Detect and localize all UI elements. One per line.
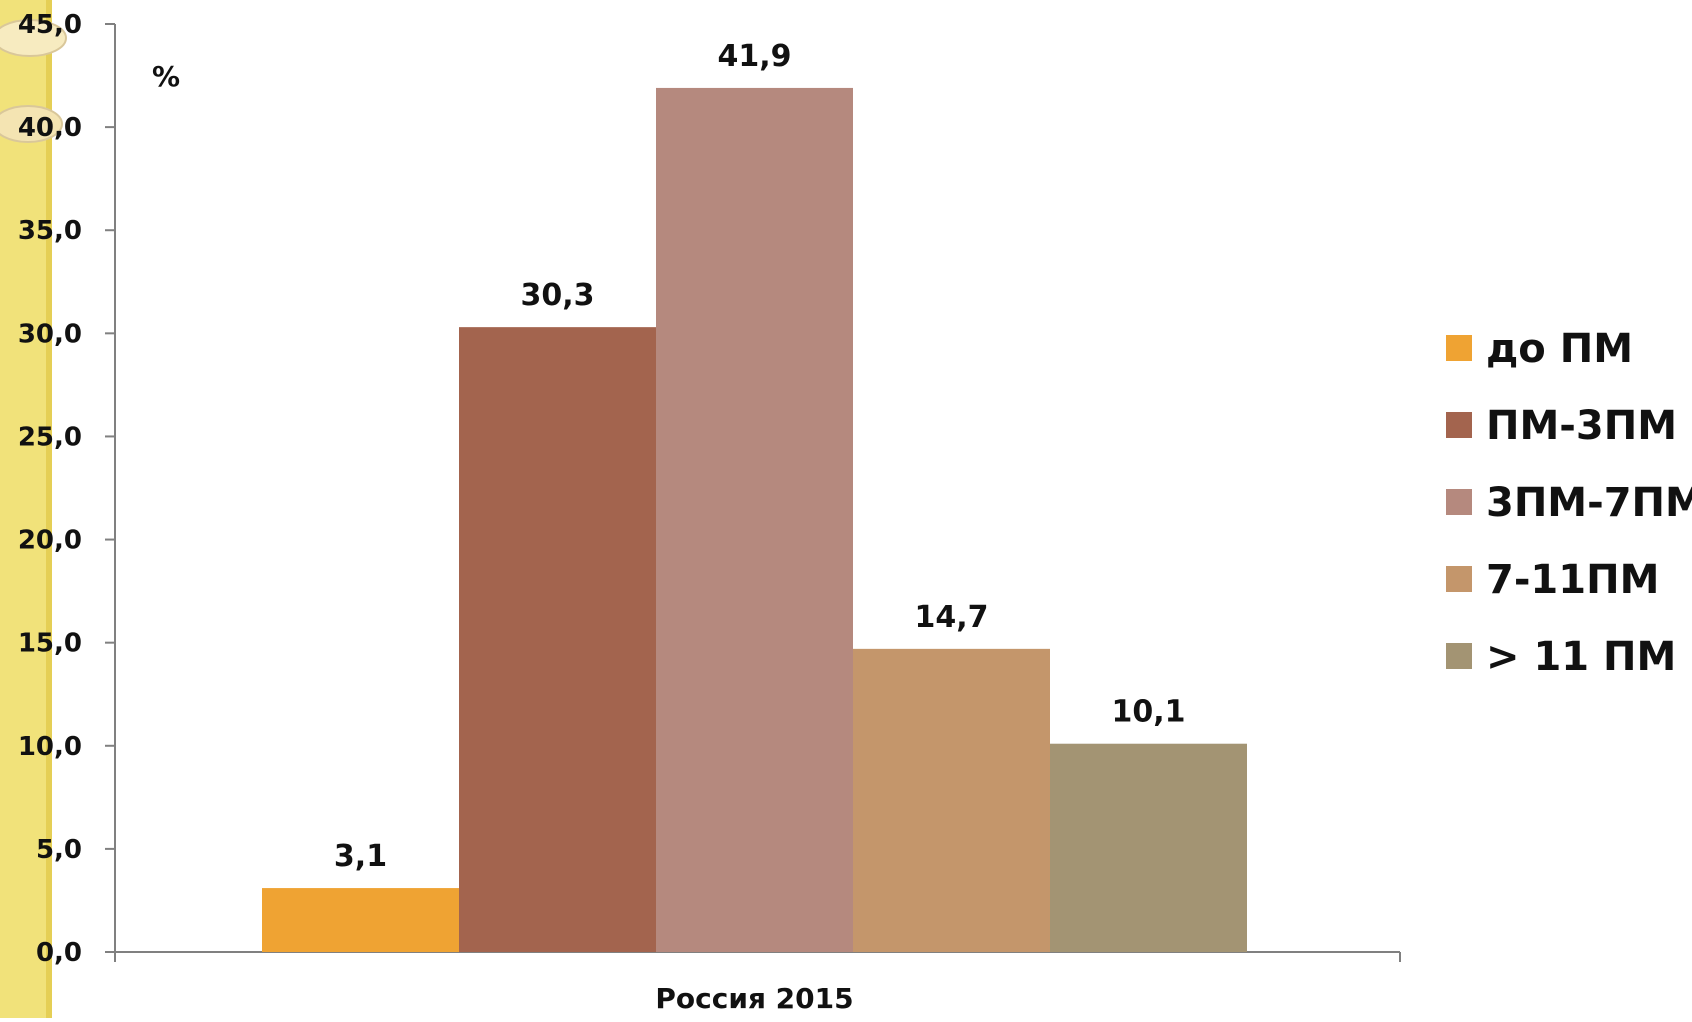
y-tick-label: 40,0: [18, 113, 82, 143]
y-tick-label: 15,0: [18, 629, 82, 659]
left-strip-edge: [46, 0, 52, 1018]
legend-swatch: [1446, 335, 1472, 361]
y-axis-label: %: [152, 60, 180, 93]
bar-value-label: 41,9: [717, 39, 791, 74]
decor-oval-second: [0, 105, 63, 143]
value-labels-group: 3,1 30,3 41,9 14,7 10,1: [334, 39, 1186, 874]
x-category-label: Россия 2015: [655, 982, 853, 1015]
y-tick-label: 45,0: [18, 10, 82, 40]
y-tick-label: 5,0: [36, 835, 82, 865]
legend-label: 7-11ПМ: [1486, 557, 1659, 603]
y-tick-label: 10,0: [18, 732, 82, 762]
y-tick-label: 0,0: [36, 938, 82, 968]
legend-label: до ПМ: [1486, 326, 1633, 372]
bar: [262, 888, 459, 952]
bar: [656, 87, 853, 952]
legend-swatch: [1446, 566, 1472, 592]
bar-value-label: 30,3: [520, 278, 594, 313]
bar: [853, 648, 1050, 952]
bar: [1050, 743, 1247, 952]
legend-label: 3ПМ-7ПМ: [1486, 480, 1692, 526]
legend: до ПМ ПМ-3ПМ 3ПМ-7ПМ 7-11ПМ > 11 ПМ: [1446, 326, 1692, 680]
left-strip: [0, 0, 52, 1018]
legend-swatch: [1446, 489, 1472, 515]
bar-value-label: 3,1: [334, 839, 387, 874]
legend-swatch: [1446, 643, 1472, 669]
y-tick-label: 35,0: [18, 216, 82, 246]
bar-value-label: 10,1: [1111, 695, 1185, 730]
decor-oval-top: [0, 19, 67, 57]
bar-value-label: 14,7: [914, 600, 988, 635]
legend-label: ПМ-3ПМ: [1486, 403, 1677, 449]
decorative-left-strip: [0, 0, 67, 1018]
y-tick-label: 20,0: [18, 526, 82, 556]
chart-axes: 0,0 5,0 10,0 15,0 20,0 25,0 30,0 35,0 40,0 45,0% Р…: [18, 10, 1401, 1015]
bar: [459, 327, 656, 952]
legend-swatch: [1446, 412, 1472, 438]
legend-label: > 11 ПМ: [1486, 634, 1676, 680]
y-tick-label: 30,0: [18, 319, 82, 349]
y-tick-label: 25,0: [18, 422, 82, 452]
bars-group: [262, 87, 1247, 952]
